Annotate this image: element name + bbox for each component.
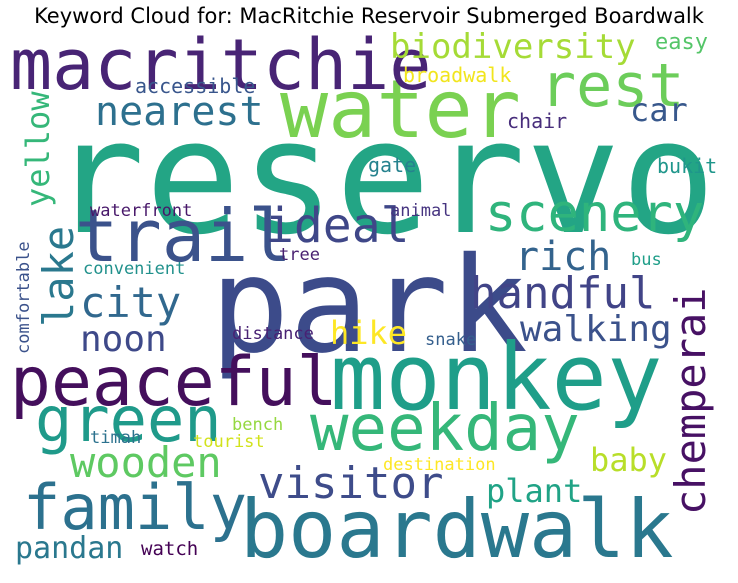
word-bus: bus — [631, 250, 662, 270]
word-peaceful: peaceful — [10, 343, 338, 422]
word-hike: hike — [330, 314, 408, 352]
word-macritchie: macritchie — [10, 32, 432, 106]
word-green: green — [35, 383, 222, 456]
word-gate: gate — [368, 153, 417, 177]
word-timah: timah — [90, 428, 142, 448]
word-trail: trail — [75, 194, 292, 278]
word-pandan: pandan — [15, 531, 124, 566]
word-city: city — [80, 278, 182, 327]
word-convenient: convenient — [83, 259, 186, 279]
word-family: family — [23, 471, 247, 544]
word-comfortable: comfortable — [14, 241, 34, 354]
word-bench: bench — [232, 415, 284, 435]
word-tourist: tourist — [193, 432, 265, 452]
word-monkey: monkey — [330, 324, 663, 431]
word-park: park — [210, 229, 528, 383]
page-title: Keyword Cloud for: MacRitchie Reservoir … — [34, 4, 704, 28]
word-scenery: scenery — [485, 184, 705, 244]
word-bukit: bukit — [657, 154, 718, 178]
word-rest: rest — [540, 51, 685, 121]
word-broadwalk: broadwalk — [403, 63, 512, 87]
word-cloud: reservoir park monkey boardwalk water ma… — [10, 32, 728, 576]
word-waterfront: waterfront — [90, 201, 193, 221]
word-baby: baby — [590, 441, 668, 479]
word-destination: destination — [383, 455, 496, 475]
word-ideal: ideal — [265, 198, 410, 254]
word-wooden: wooden — [70, 438, 222, 487]
word-plant: plant — [486, 472, 583, 510]
word-weekday: weekday — [310, 392, 580, 466]
word-noon: noon — [80, 319, 167, 360]
word-snake: snake — [425, 330, 477, 350]
word-rich: rich — [515, 234, 612, 280]
word-accessible: accessible — [135, 74, 256, 98]
word-biodiversity: biodiversity — [390, 32, 636, 67]
word-tree: tree — [279, 245, 320, 265]
word-walking: walking — [520, 309, 672, 350]
word-watch: watch — [141, 538, 199, 560]
word-water: water — [280, 63, 521, 156]
word-chemperai: chemperai — [666, 287, 715, 515]
word-handful: handful — [470, 268, 656, 319]
word-nearest: nearest — [95, 89, 264, 135]
word-reservoir: reservoir — [50, 86, 728, 270]
word-lake: lake — [34, 225, 83, 327]
word-distance: distance — [232, 324, 314, 344]
word-animal: animal — [390, 201, 452, 221]
word-chair: chair — [507, 109, 568, 133]
word-visitor: visitor — [258, 458, 444, 509]
word-easy: easy — [655, 32, 708, 55]
word-boardwalk: boardwalk — [240, 483, 674, 576]
word-yellow: yellow — [19, 91, 57, 207]
word-car: car — [630, 91, 688, 129]
